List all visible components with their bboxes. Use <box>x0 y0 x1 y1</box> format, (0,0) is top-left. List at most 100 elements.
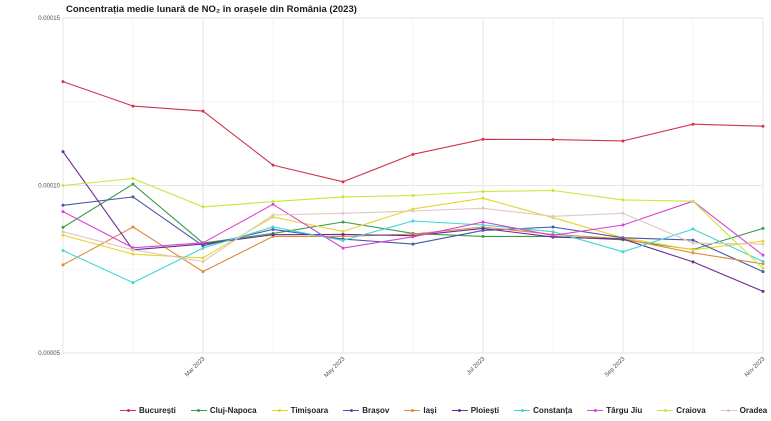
legend-label: Oradea <box>739 405 768 415</box>
data-point <box>271 213 275 217</box>
data-point <box>691 248 695 252</box>
legend-key <box>271 407 288 413</box>
legend-item: Oradea <box>720 405 768 415</box>
legend-key <box>657 407 674 413</box>
data-point <box>761 226 765 230</box>
y-axis-tick-labels: 0.00015 0.00010 0.00005 <box>38 16 60 357</box>
data-point <box>621 237 625 241</box>
data-point <box>61 203 65 207</box>
legend-label: Timișoara <box>290 405 329 415</box>
data-point <box>551 189 555 193</box>
data-point <box>551 230 555 234</box>
data-point <box>201 205 205 209</box>
data-point <box>621 223 625 227</box>
data-point <box>411 242 415 246</box>
data-point <box>271 225 275 229</box>
data-point <box>411 235 415 239</box>
legend-item: Cluj-Napoca <box>190 405 257 415</box>
data-point <box>411 219 415 223</box>
legend-key <box>120 407 136 413</box>
legend-key <box>404 407 421 413</box>
data-point <box>691 227 695 231</box>
legend-label: Ploiești <box>470 405 500 415</box>
data-point <box>341 232 345 236</box>
data-point <box>691 199 695 203</box>
data-point <box>61 248 65 252</box>
x-tick-label: Mar 2023 <box>184 356 207 379</box>
data-point <box>61 210 65 214</box>
data-point <box>481 223 485 227</box>
legend-label: Craiova <box>676 405 706 415</box>
data-point <box>761 253 765 257</box>
data-point <box>621 139 625 143</box>
data-point <box>691 122 695 126</box>
legend-item: Târgu Jiu <box>587 406 642 415</box>
chart-title: Concentrația medie lunară de NO₂ în oraș… <box>66 4 357 15</box>
data-point <box>481 220 485 224</box>
data-point <box>341 220 345 224</box>
data-point <box>551 138 555 142</box>
legend-key <box>451 407 468 413</box>
data-point <box>61 184 65 187</box>
legend-label: București <box>139 405 176 415</box>
series <box>61 80 765 184</box>
data-point <box>61 225 65 229</box>
data-point <box>481 234 485 238</box>
data-point <box>761 266 765 270</box>
data-point <box>761 260 765 264</box>
data-point <box>341 195 345 199</box>
series <box>61 219 765 285</box>
data-point <box>131 104 135 108</box>
legend-item: Iași <box>404 406 437 415</box>
x-axis-tick-labels: Mar 2023 May 2023 Jul 2023 Sep 2023 Nov 2023 <box>184 356 767 379</box>
data-point <box>61 263 65 267</box>
legend-item: Ploiești <box>451 405 500 415</box>
data-point <box>61 233 65 237</box>
data-point <box>201 270 205 274</box>
data-point <box>131 248 135 252</box>
data-point <box>131 225 135 229</box>
data-point <box>61 230 65 234</box>
legend-item: București <box>120 406 176 415</box>
data-point <box>341 246 345 250</box>
legend-key <box>343 407 360 413</box>
x-tick-label: Sep 2023 <box>604 356 627 379</box>
data-point <box>691 251 695 255</box>
legend-label: Cluj-Napoca <box>209 405 257 415</box>
data-point <box>131 176 135 180</box>
data-point <box>201 246 205 250</box>
data-point <box>271 233 275 237</box>
data-point <box>621 250 625 254</box>
data-point <box>201 260 205 264</box>
legend-label: Târgu Jiu <box>606 405 643 415</box>
series <box>61 176 765 270</box>
data-point <box>341 211 345 215</box>
data-point <box>271 227 275 231</box>
data-point <box>551 225 555 229</box>
data-point <box>761 242 765 246</box>
data-point <box>201 109 205 113</box>
legend-label: Brașov <box>362 405 390 415</box>
data-point <box>551 233 555 237</box>
data-point <box>61 150 65 154</box>
legend-key <box>587 407 604 413</box>
data-point <box>761 124 765 128</box>
data-point <box>411 194 415 198</box>
data-point <box>761 239 765 243</box>
data-point <box>691 260 695 264</box>
data-point <box>341 180 345 184</box>
data-point <box>271 163 275 167</box>
data-point <box>481 206 485 210</box>
data-point <box>201 256 205 260</box>
legend-item: Timișoara <box>271 405 329 415</box>
data-point <box>481 196 485 200</box>
data-point <box>271 200 275 204</box>
legend-item: Constanța <box>514 406 572 415</box>
data-point <box>481 190 485 194</box>
legend-label: Constanța <box>533 405 573 415</box>
data-point <box>411 209 415 213</box>
data-point <box>481 226 485 230</box>
x-tick-label: May 2023 <box>324 356 347 379</box>
data-point <box>481 137 485 141</box>
series <box>61 206 765 264</box>
